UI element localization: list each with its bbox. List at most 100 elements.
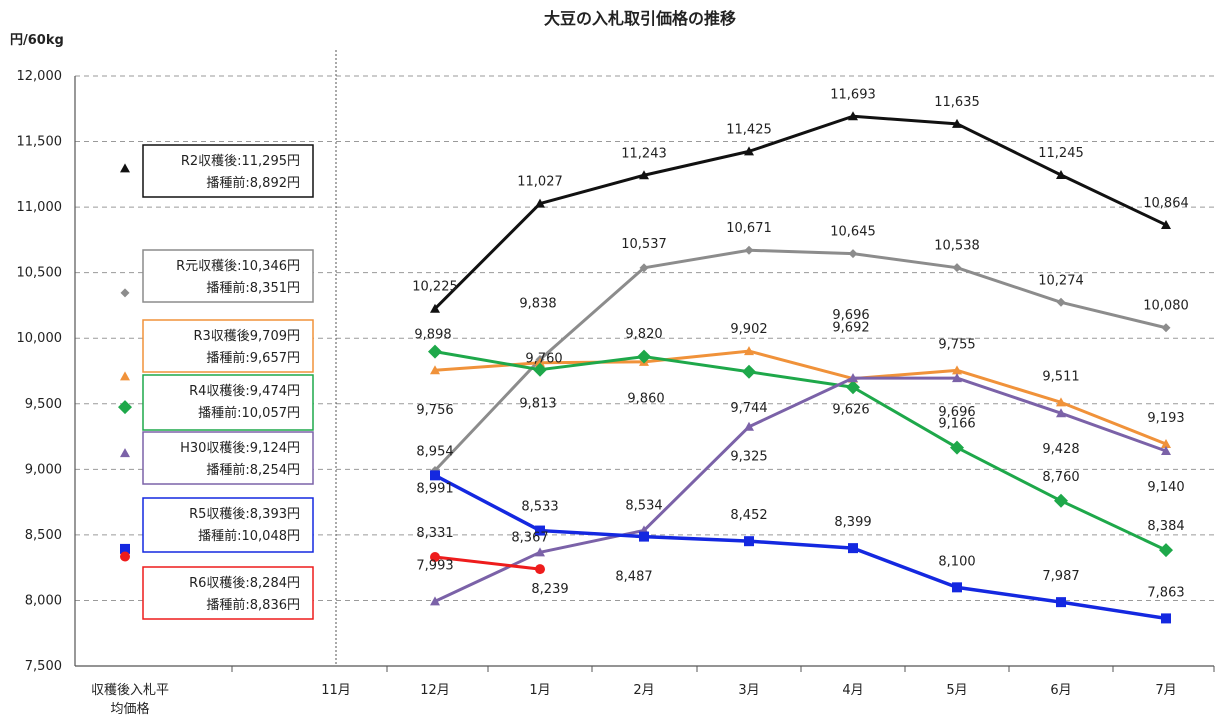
legend-sowing-label: 播種前:8,836円 (206, 597, 300, 613)
legend-box-H30 (142, 431, 314, 485)
data-label-R2: 10,225 (412, 280, 458, 295)
x-tick-label: 11月 (321, 683, 351, 698)
data-label-R4: 9,626 (832, 402, 869, 417)
data-point-R3 (1161, 439, 1171, 449)
x-tick-label: 4月 (842, 683, 863, 698)
y-tick-label: 9,000 (25, 462, 62, 477)
data-label-R3: 9,511 (1042, 369, 1079, 384)
data-label-R元: 10,645 (830, 225, 876, 240)
data-label-R元: 8,991 (416, 482, 453, 497)
data-label-R元: 10,671 (726, 221, 772, 236)
data-point-R3 (535, 357, 545, 367)
legend-box-R元 (142, 249, 314, 303)
data-point-R4 (950, 440, 964, 455)
data-point-R5 (430, 470, 440, 481)
data-point-R5 (848, 543, 858, 554)
series-line-H30 (434, 376, 1167, 603)
data-label-R5: 8,100 (938, 554, 975, 569)
y-tick-label: 10,000 (17, 331, 63, 346)
legend-box-R2 (142, 144, 314, 198)
data-point-R元 (952, 263, 962, 273)
data-point-R2 (639, 170, 649, 180)
y-tick-label: 8,000 (25, 593, 62, 608)
chart-title: 大豆の入札取引価格の推移 (544, 9, 736, 28)
y-tick-label: 12,000 (17, 69, 63, 84)
data-point-R4 (533, 362, 547, 377)
data-label-R2: 10,864 (1143, 196, 1189, 211)
data-point-R元 (1056, 297, 1066, 307)
data-label-R4: 9,898 (414, 328, 451, 343)
legend-harvest-label: R6収穫後:8,284円 (189, 576, 300, 591)
data-point-H30 (1056, 408, 1066, 418)
legend-avg-marker-H30 (120, 448, 130, 458)
data-point-R4 (1054, 493, 1068, 508)
y-tick-label: 7,500 (25, 659, 62, 674)
legend-harvest-label: R元収穫後:10,346円 (176, 259, 300, 274)
legend-sowing-label: 播種前:10,048円 (198, 528, 300, 544)
legend-avg-marker-R2 (120, 163, 130, 173)
data-label-R4: 8,760 (1042, 470, 1079, 485)
x-tick-label: 2月 (633, 683, 654, 698)
data-label-R2: 11,635 (934, 95, 980, 110)
data-label-R3: 9,755 (938, 337, 975, 352)
data-point-R4 (846, 380, 860, 395)
data-point-R元 (1161, 323, 1171, 333)
data-point-R2 (535, 198, 545, 208)
series-line-R元 (433, 248, 1167, 472)
data-label-R2: 11,243 (621, 146, 667, 161)
data-label-R5: 7,987 (1042, 569, 1079, 584)
y-tick-label: 11,000 (17, 200, 63, 215)
data-label-H30: 8,534 (625, 498, 662, 513)
data-label-R5: 8,533 (521, 500, 558, 515)
data-point-R4 (428, 344, 442, 359)
series-line-R2 (433, 114, 1167, 310)
data-label-R4: 9,744 (730, 401, 767, 416)
data-point-R2 (1161, 219, 1171, 229)
data-point-R2 (848, 111, 858, 121)
x-tick-label: 収穫後入札平 (91, 683, 169, 698)
data-label-R5: 8,452 (730, 508, 767, 523)
data-point-R元 (639, 263, 649, 273)
data-point-R3 (952, 365, 962, 375)
legend-harvest-label: R2収穫後:11,295円 (181, 154, 300, 169)
data-label-R元: 10,538 (934, 239, 980, 254)
legend-harvest-label: R3収穫後9,709円 (193, 329, 300, 344)
legend-box-R6 (142, 566, 314, 620)
x-tick-label: 12月 (420, 683, 450, 698)
data-point-R2 (1056, 169, 1066, 179)
data-point-R元 (848, 249, 858, 259)
data-label-H30: 9,696 (938, 405, 975, 420)
data-label-R3: 9,902 (730, 322, 767, 337)
data-point-R2 (430, 303, 440, 313)
data-point-R6 (535, 564, 545, 575)
legend-box-R5 (142, 497, 314, 553)
data-point-R4 (742, 364, 756, 379)
data-label-R5: 8,399 (834, 515, 871, 530)
data-label-H30: 7,993 (416, 558, 453, 573)
data-point-R元 (744, 245, 754, 255)
y-tick-label: 9,500 (25, 397, 62, 412)
data-label-H30: 9,140 (1147, 480, 1184, 495)
data-point-H30 (744, 421, 754, 431)
data-point-R5 (535, 525, 545, 536)
data-label-R2: 11,693 (830, 87, 876, 102)
legend-harvest-label: R5収穫後:8,393円 (189, 507, 300, 522)
legend-avg-marker-R5 (120, 543, 130, 554)
x-tick-label: 均価格 (110, 701, 149, 717)
data-point-R5 (639, 531, 649, 542)
data-point-H30 (535, 547, 545, 557)
data-label-R4: 9,860 (627, 392, 664, 407)
data-label-H30: 9,325 (730, 450, 767, 465)
series-line-R5 (434, 473, 1167, 621)
data-point-R4 (637, 349, 651, 364)
x-tick-label: 1月 (529, 683, 550, 698)
data-point-R3 (1056, 397, 1066, 407)
series-line-R3 (434, 349, 1167, 446)
legend-avg-marker-R元 (120, 288, 130, 298)
data-point-H30 (952, 373, 962, 383)
y-tick-label: 10,500 (17, 266, 63, 281)
y-tick-label: 8,500 (25, 528, 62, 543)
